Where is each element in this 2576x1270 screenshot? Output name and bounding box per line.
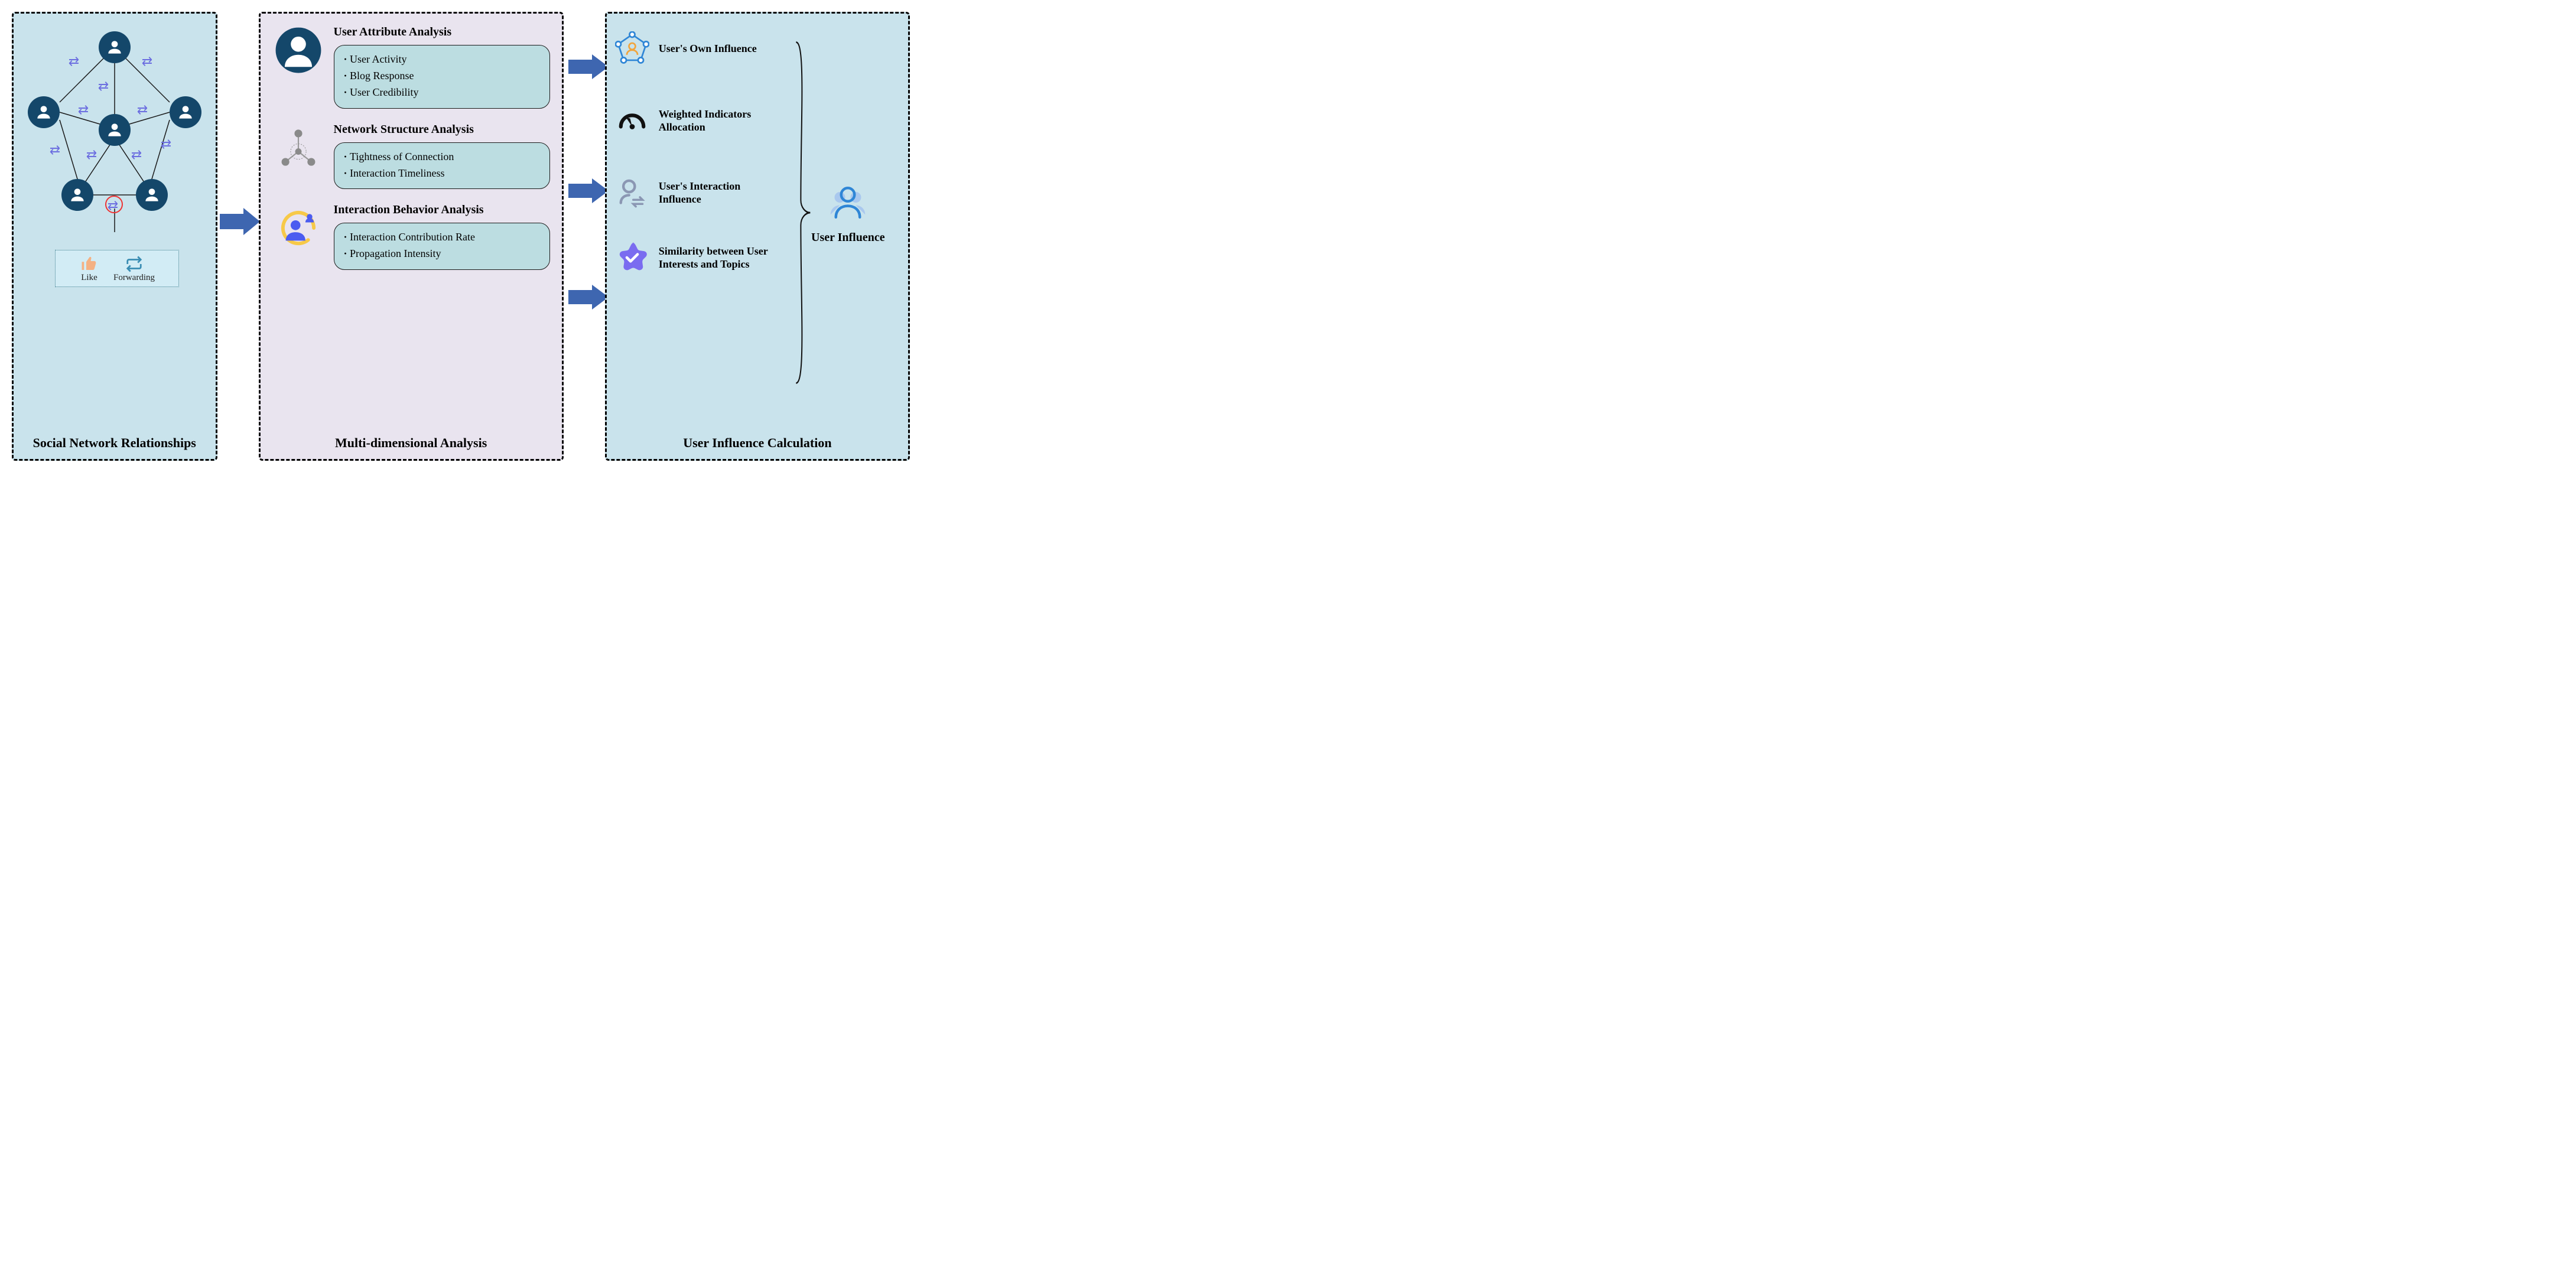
network-node (99, 114, 131, 146)
panel3-title: User Influence Calculation (607, 429, 908, 459)
result-label: User Influence (811, 231, 885, 245)
network-node (61, 179, 93, 211)
exchange-icon: ⇄ (161, 136, 169, 152)
arrow-row1 (568, 53, 610, 80)
arrow-row2 (568, 177, 610, 204)
like-item: Like (79, 255, 99, 283)
exchange-icon: ⇄ (137, 102, 145, 118)
star-check-icon (614, 239, 650, 276)
exchange-icon: ⇄ (142, 54, 150, 69)
interaction-ring-icon (272, 202, 324, 254)
calc-rows: User's Own Influence Weighted Indicators… (607, 24, 790, 284)
result-column: User Influence (811, 181, 885, 245)
user-exchange-icon (614, 174, 650, 211)
arrow-row3 (568, 284, 610, 311)
network-node (136, 179, 168, 211)
diagram-root: ⇄ ⇄ ⇄ ⇄ ⇄ ⇄ ⇄ ⇄ ⇄ ⇄ (12, 12, 910, 461)
arrow-panel1-to-panel2 (220, 207, 261, 236)
calc-row-interaction-influence: User's Interaction Influence (614, 174, 783, 211)
highlight-ring (105, 196, 123, 213)
calc-row-own-influence: User's Own Influence (614, 30, 783, 67)
analysis-row-interaction: Interaction Behavior Analysis Interactio… (272, 202, 550, 270)
bullet: Propagation Intensity (344, 246, 540, 262)
bullet-box: User Activity Blog Response User Credibi… (334, 45, 550, 109)
panel-social-network: ⇄ ⇄ ⇄ ⇄ ⇄ ⇄ ⇄ ⇄ ⇄ ⇄ (12, 12, 217, 461)
network-node (99, 31, 131, 63)
panel-multi-dimensional: User Attribute Analysis User Activity Bl… (259, 12, 564, 461)
bullet-box: Interaction Contribution Rate Propagatio… (334, 223, 550, 270)
panel-user-influence-calc: User's Own Influence Weighted Indicators… (605, 12, 910, 461)
brace-and-result: User Influence (792, 37, 899, 388)
network-graph: ⇄ ⇄ ⇄ ⇄ ⇄ ⇄ ⇄ ⇄ ⇄ ⇄ (26, 31, 203, 232)
panel2-body: User Attribute Analysis User Activity Bl… (261, 14, 562, 429)
bullet: Tightness of Connection (344, 149, 540, 165)
repeat-icon (124, 255, 144, 273)
like-label: Like (81, 273, 97, 283)
row-body: Network Structure Analysis Tightness of … (334, 122, 550, 190)
calc-label: Similarity between User Interests and To… (659, 245, 771, 271)
calc-row-similarity: Similarity between User Interests and To… (614, 239, 783, 276)
row-title: User Attribute Analysis (334, 25, 550, 39)
row-title: Network Structure Analysis (334, 123, 550, 136)
row-body: Interaction Behavior Analysis Interactio… (334, 202, 550, 270)
panel2-title: Multi-dimensional Analysis (261, 429, 562, 459)
calc-label: User's Own Influence (659, 42, 759, 56)
like-forward-box: Like Forwarding (55, 250, 179, 287)
exchange-icon: ⇄ (69, 54, 77, 69)
network-nodes-icon (272, 122, 324, 174)
exchange-icon: ⇄ (131, 147, 139, 162)
bullet: User Credibility (344, 84, 540, 101)
bullet: Blog Response (344, 68, 540, 84)
user-circle-icon (272, 24, 324, 76)
exchange-icon: ⇄ (98, 79, 106, 94)
forward-item: Forwarding (113, 255, 155, 283)
bullet: Interaction Contribution Rate (344, 229, 540, 246)
network-node (28, 96, 60, 128)
exchange-icon: ⇄ (50, 142, 58, 158)
curly-brace-icon (792, 37, 811, 388)
calc-label: Weighted Indicators Allocation (659, 108, 759, 134)
thumbs-up-icon (79, 255, 99, 273)
pentagon-user-icon (614, 30, 650, 67)
row-body: User Attribute Analysis User Activity Bl… (334, 24, 550, 109)
network-node (170, 96, 201, 128)
row-title: Interaction Behavior Analysis (334, 203, 550, 217)
exchange-icon: ⇄ (78, 102, 86, 118)
panel1-body: ⇄ ⇄ ⇄ ⇄ ⇄ ⇄ ⇄ ⇄ ⇄ ⇄ (14, 14, 216, 429)
gauge-icon (614, 102, 650, 139)
analysis-row-network: Network Structure Analysis Tightness of … (272, 122, 550, 190)
panel1-title: Social Network Relationships (14, 429, 216, 459)
calc-row-weighted: Weighted Indicators Allocation (614, 102, 783, 139)
panel3-body: User's Own Influence Weighted Indicators… (607, 14, 908, 429)
analysis-row-user-attr: User Attribute Analysis User Activity Bl… (272, 24, 550, 109)
bullet: User Activity (344, 51, 540, 68)
users-group-icon (827, 181, 869, 224)
bullet: Interaction Timeliness (344, 165, 540, 182)
bullet-box: Tightness of Connection Interaction Time… (334, 142, 550, 190)
calc-label: User's Interaction Influence (659, 180, 759, 206)
exchange-icon: ⇄ (86, 147, 95, 162)
forward-label: Forwarding (113, 273, 155, 283)
